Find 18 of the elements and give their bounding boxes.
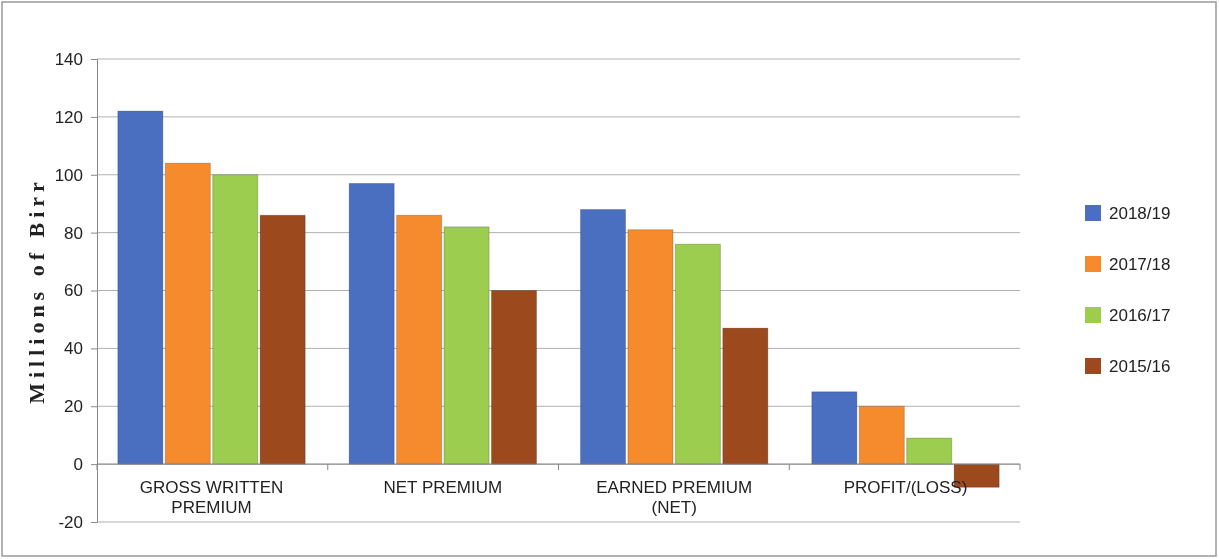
- y-tick-label: 80: [64, 223, 83, 243]
- y-tick-label: 120: [54, 107, 83, 127]
- y-tick-label: 140: [54, 49, 83, 69]
- y-tick-label: 0: [73, 455, 83, 475]
- y-tick-label: 40: [64, 339, 83, 359]
- legend-label: 2018/19: [1109, 204, 1171, 223]
- y-tick-label: 60: [64, 281, 83, 301]
- x-tick-label: NET PREMIUM: [383, 478, 503, 498]
- y-axis-title: Millions of Birr: [24, 177, 49, 404]
- legend-label: 2017/18: [1109, 255, 1171, 274]
- legend-label: 2015/16: [1109, 357, 1171, 376]
- y-tick-label: -20: [58, 512, 83, 532]
- y-tick-label: 20: [64, 397, 83, 417]
- x-tick-label: PROFIT/(LOSS): [843, 478, 968, 498]
- x-tick-label: GROSS WRITTEN PREMIUM: [139, 478, 284, 517]
- x-tick-label: EARNED PREMIUM (NET): [596, 478, 753, 517]
- y-tick-label: 100: [54, 165, 83, 185]
- legend-label: 2016/17: [1109, 306, 1171, 325]
